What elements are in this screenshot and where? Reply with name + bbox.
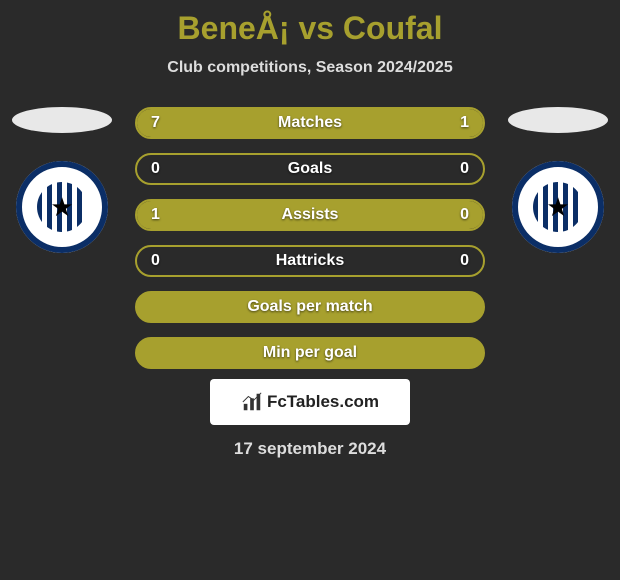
- brand-box[interactable]: FcTables.com: [210, 379, 410, 425]
- player-placeholder-left: [12, 107, 112, 133]
- stat-center: 7Matches10Goals01Assists00Hattricks0Goal…: [135, 107, 485, 369]
- stat-right-value: 0: [460, 252, 469, 270]
- brand-text: FcTables.com: [267, 392, 379, 412]
- right-side: ★: [503, 107, 613, 253]
- stat-label: Goals per match: [137, 298, 483, 316]
- stat-row: Min per goal: [135, 337, 485, 369]
- stat-label: Min per goal: [137, 344, 483, 362]
- stat-label: Matches: [137, 114, 483, 132]
- club-badge-inner: ★: [37, 182, 87, 232]
- stat-row: Goals per match: [135, 291, 485, 323]
- star-icon: ★: [546, 194, 569, 220]
- star-icon: ★: [50, 194, 73, 220]
- club-badge-left: ★: [16, 161, 108, 253]
- stat-row: 1Assists0: [135, 199, 485, 231]
- stat-label: Assists: [137, 206, 483, 224]
- stat-row: 7Matches1: [135, 107, 485, 139]
- stat-row: 0Goals0: [135, 153, 485, 185]
- page-subtitle: Club competitions, Season 2024/2025: [167, 59, 452, 77]
- stat-row: 0Hattricks0: [135, 245, 485, 277]
- club-badge-right: ★: [512, 161, 604, 253]
- comparison-card: BeneÅ¡ vs Coufal Club competitions, Seas…: [0, 0, 620, 469]
- stat-label: Hattricks: [137, 252, 483, 270]
- mid-wrap: ★ 7Matches10Goals01Assists00Hattricks0Go…: [0, 107, 620, 369]
- stat-right-value: 1: [460, 114, 469, 132]
- left-side: ★: [7, 107, 117, 253]
- date-text: 17 september 2024: [234, 439, 386, 459]
- stat-right-value: 0: [460, 160, 469, 178]
- page-title: BeneÅ¡ vs Coufal: [178, 10, 443, 47]
- stat-label: Goals: [137, 160, 483, 178]
- club-badge-outer: ★: [512, 161, 604, 253]
- stat-right-value: 0: [460, 206, 469, 224]
- club-badge-inner: ★: [533, 182, 583, 232]
- club-badge-outer: ★: [16, 161, 108, 253]
- player-placeholder-right: [508, 107, 608, 133]
- chart-icon: [241, 391, 263, 413]
